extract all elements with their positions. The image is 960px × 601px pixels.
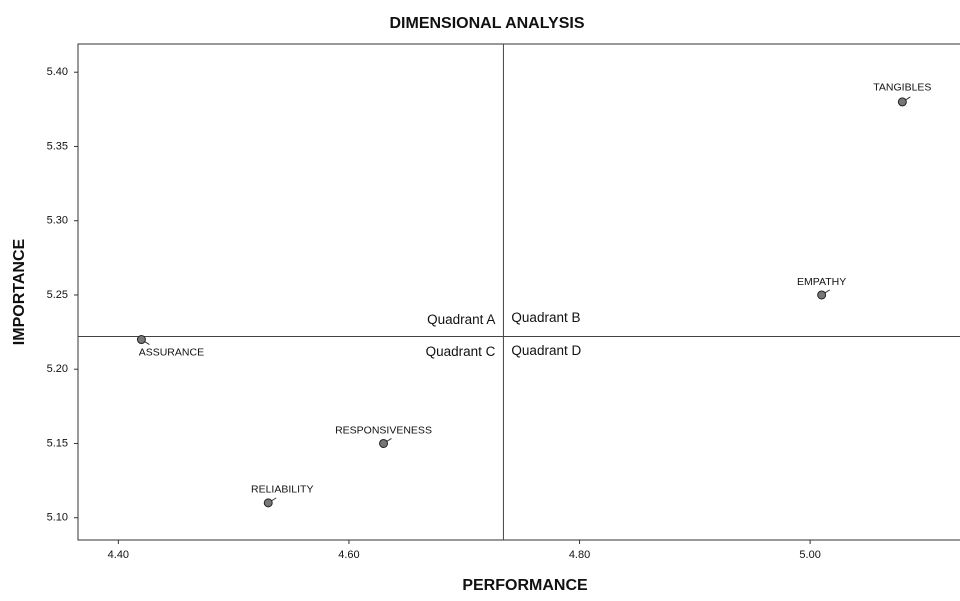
point — [136, 335, 146, 345]
y-tick-label: 5.20 — [47, 363, 68, 375]
y-tick-label: 5.30 — [47, 215, 68, 227]
point — [817, 290, 827, 300]
point-label: RESPONSIVENESS — [335, 424, 432, 436]
x-axis-label: PERFORMANCE — [462, 577, 588, 594]
y-tick-label: 5.25 — [47, 289, 68, 301]
point-label: EMPATHY — [797, 276, 846, 288]
quadrant-label: Quadrant A — [427, 312, 495, 327]
y-axis-label: IMPORTANCE — [11, 238, 28, 345]
point-label: RELIABILITY — [251, 484, 313, 496]
x-tick-label: 5.00 — [799, 549, 820, 561]
quadrant-label: Quadrant D — [511, 343, 581, 358]
y-tick-label: 5.15 — [47, 437, 68, 449]
point — [263, 498, 273, 508]
point-label: TANGIBLES — [873, 82, 931, 94]
y-tick-label: 5.10 — [47, 512, 68, 524]
quadrant-label: Quadrant C — [426, 344, 496, 359]
chart-title: DIMENSIONAL ANALYSIS — [390, 15, 585, 32]
x-tick-label: 4.40 — [108, 549, 129, 561]
point — [379, 438, 389, 448]
quadrant-label: Quadrant B — [511, 310, 580, 325]
point — [897, 97, 907, 107]
y-tick-label: 5.40 — [47, 66, 68, 78]
plot-frame — [77, 43, 960, 541]
point-label: ASSURANCE — [139, 346, 204, 358]
x-tick-label: 4.60 — [338, 549, 359, 561]
x-tick-label: 4.80 — [569, 549, 590, 561]
y-tick-label: 5.35 — [47, 140, 68, 152]
